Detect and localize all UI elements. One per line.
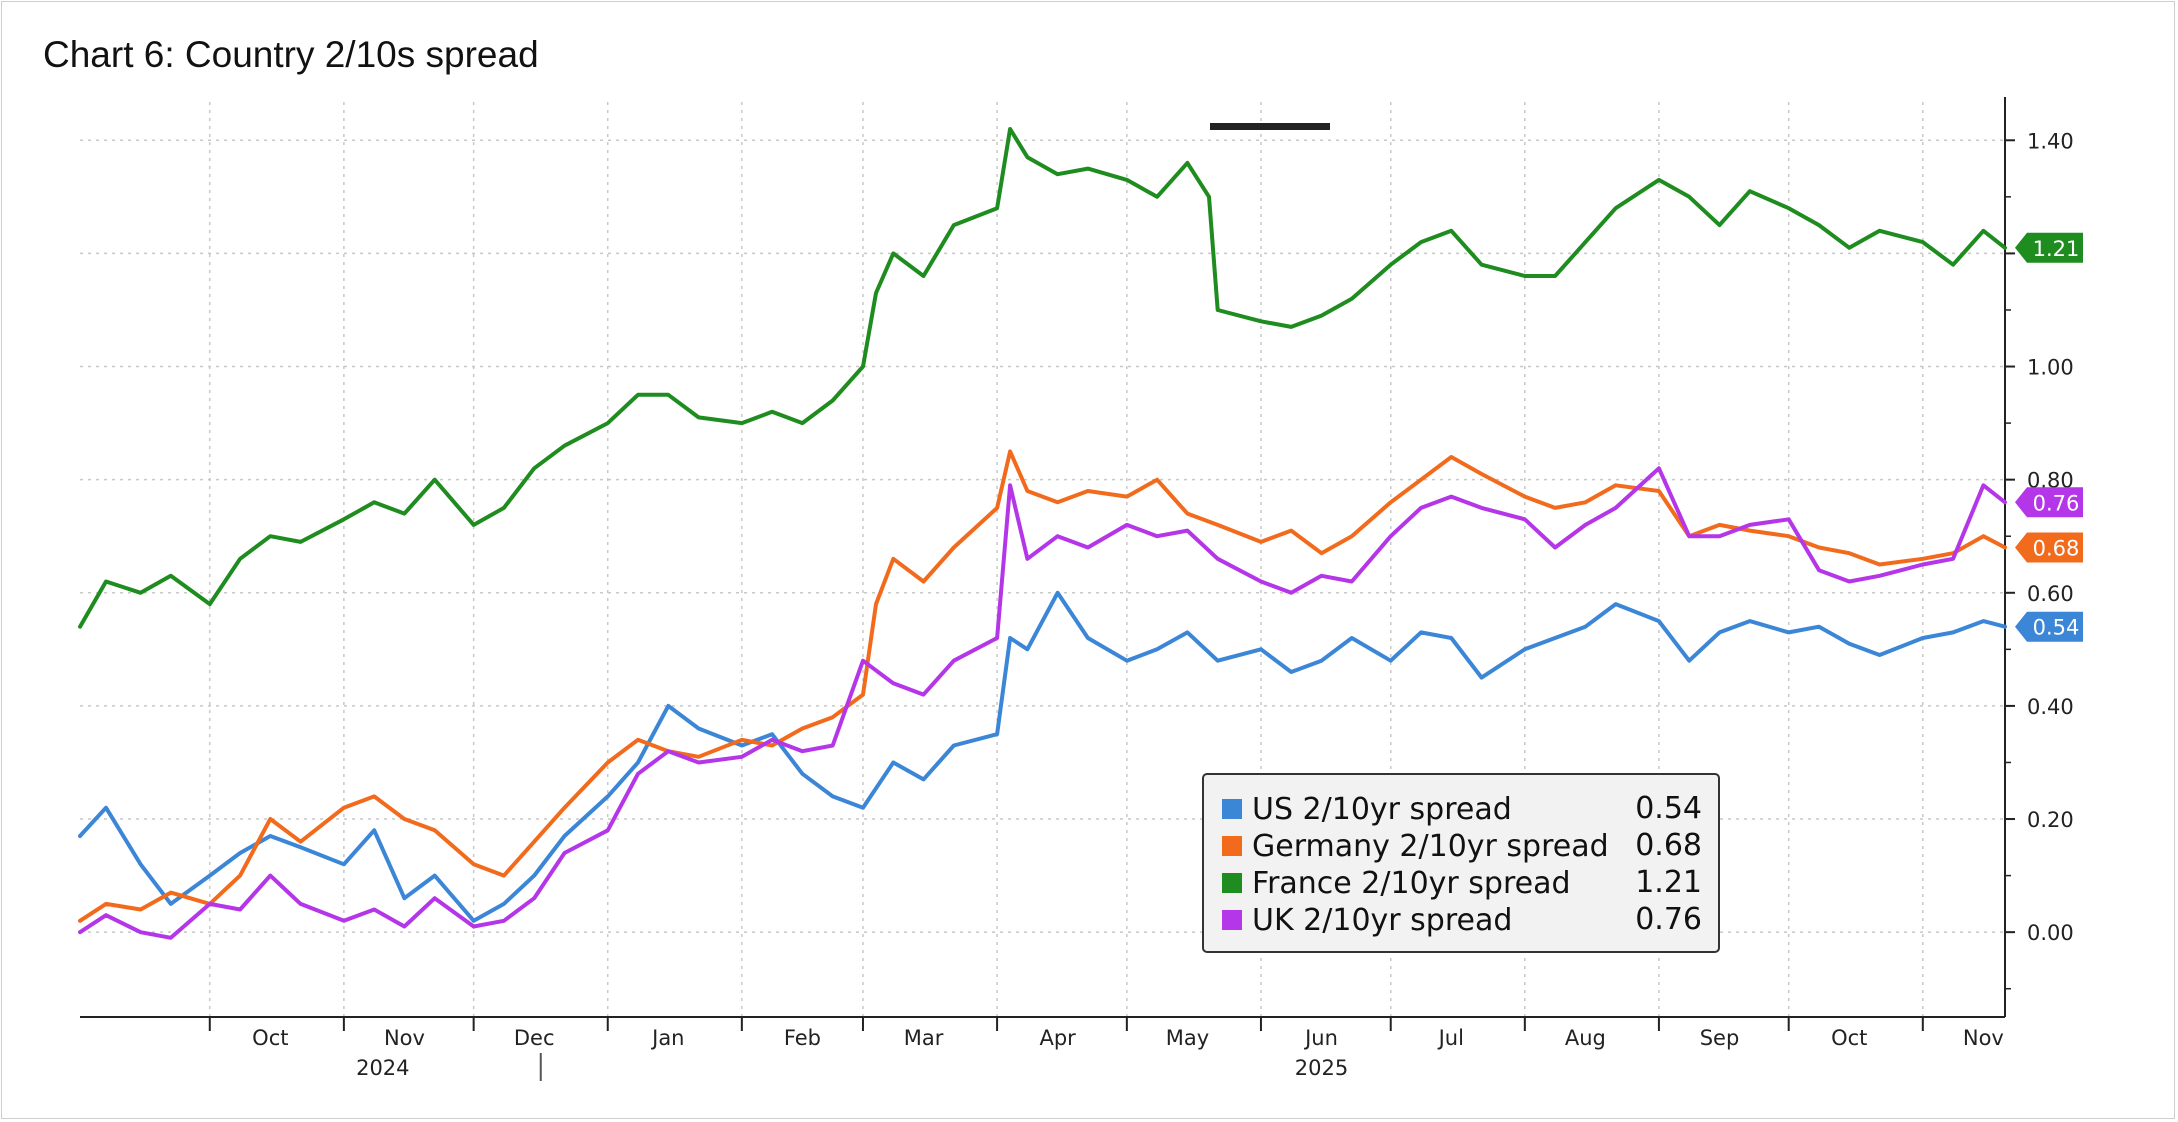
- legend-label-germany: Germany 2/10yr spread: [1252, 828, 1609, 864]
- last-value-tag: [2015, 232, 2083, 263]
- y-tick-label: 0.00: [2027, 921, 2074, 945]
- last-value-labels: 0.54 0.68 1.21 0.76: [2015, 232, 2083, 642]
- x-tick-label: Nov: [384, 1026, 425, 1050]
- legend-item: Germany 2/10yr spread: [1222, 828, 1609, 864]
- x-tick-label: Sep: [1700, 1026, 1740, 1050]
- range-marker: [1210, 123, 1330, 130]
- legend-label-us: US 2/10yr spread: [1252, 791, 1512, 827]
- legend-swatch-france: [1222, 873, 1242, 893]
- legend-swatch-us: [1222, 799, 1242, 819]
- last-value-tag: [2015, 611, 2083, 642]
- legend-value-france: 1.21: [1635, 865, 1702, 900]
- series-lines: [78, 127, 2007, 940]
- legend: US 2/10yr spread 0.54 Germany 2/10yr spr…: [1202, 773, 1720, 953]
- legend-value-us: 0.54: [1635, 791, 1702, 826]
- y-tick-label: 0.40: [2027, 695, 2074, 719]
- y-tick-label: 0.60: [2027, 582, 2074, 606]
- last-value-label: 0.68: [2033, 537, 2080, 561]
- x-tick-label: Nov: [1963, 1026, 2004, 1050]
- chart-title: Chart 6: Country 2/10s spread: [43, 34, 539, 75]
- legend-item: UK 2/10yr spread: [1222, 902, 1512, 938]
- last-value-tag: [2015, 532, 2083, 563]
- legend-swatch-germany: [1222, 836, 1242, 856]
- y-tick-label: 1.40: [2027, 129, 2074, 153]
- x-tick-label: Jun: [1303, 1026, 1338, 1050]
- x-tick-label: Apr: [1039, 1026, 1076, 1050]
- x-tick-label: Jan: [650, 1026, 684, 1050]
- series-line-us: [78, 590, 2007, 923]
- last-value-tag: [2015, 487, 2083, 518]
- x-tick-label: Oct: [1831, 1026, 1867, 1050]
- legend-label-france: France 2/10yr spread: [1252, 865, 1571, 901]
- series-line-uk: [78, 466, 2007, 940]
- x-tick-label: Mar: [904, 1026, 944, 1050]
- legend-item: France 2/10yr spread: [1222, 865, 1571, 901]
- y-tick-label: 0.20: [2027, 808, 2074, 832]
- legend-swatch-uk: [1222, 910, 1242, 930]
- legend-value-germany: 0.68: [1635, 828, 1702, 863]
- last-value-label: 0.76: [2033, 491, 2080, 515]
- legend-value-uk: 0.76: [1635, 902, 1702, 937]
- x-tick-label: Aug: [1565, 1026, 1606, 1050]
- x-year-label: 2024: [356, 1056, 409, 1080]
- x-tick-label: Feb: [784, 1026, 821, 1050]
- x-tick-label: May: [1166, 1026, 1209, 1050]
- x-tick-label: Dec: [514, 1026, 555, 1050]
- last-value-label: 1.21: [2033, 237, 2080, 261]
- y-tick-label: 1.00: [2027, 356, 2074, 380]
- legend-label-uk: UK 2/10yr spread: [1252, 902, 1513, 938]
- x-tick-label: Jul: [1437, 1026, 1464, 1050]
- series-line-france: [78, 127, 2007, 629]
- x-year-label: 2025: [1295, 1056, 1348, 1080]
- last-value-label: 0.54: [2033, 616, 2080, 640]
- x-tick-label: Oct: [252, 1026, 288, 1050]
- legend-item: US 2/10yr spread: [1222, 791, 1512, 827]
